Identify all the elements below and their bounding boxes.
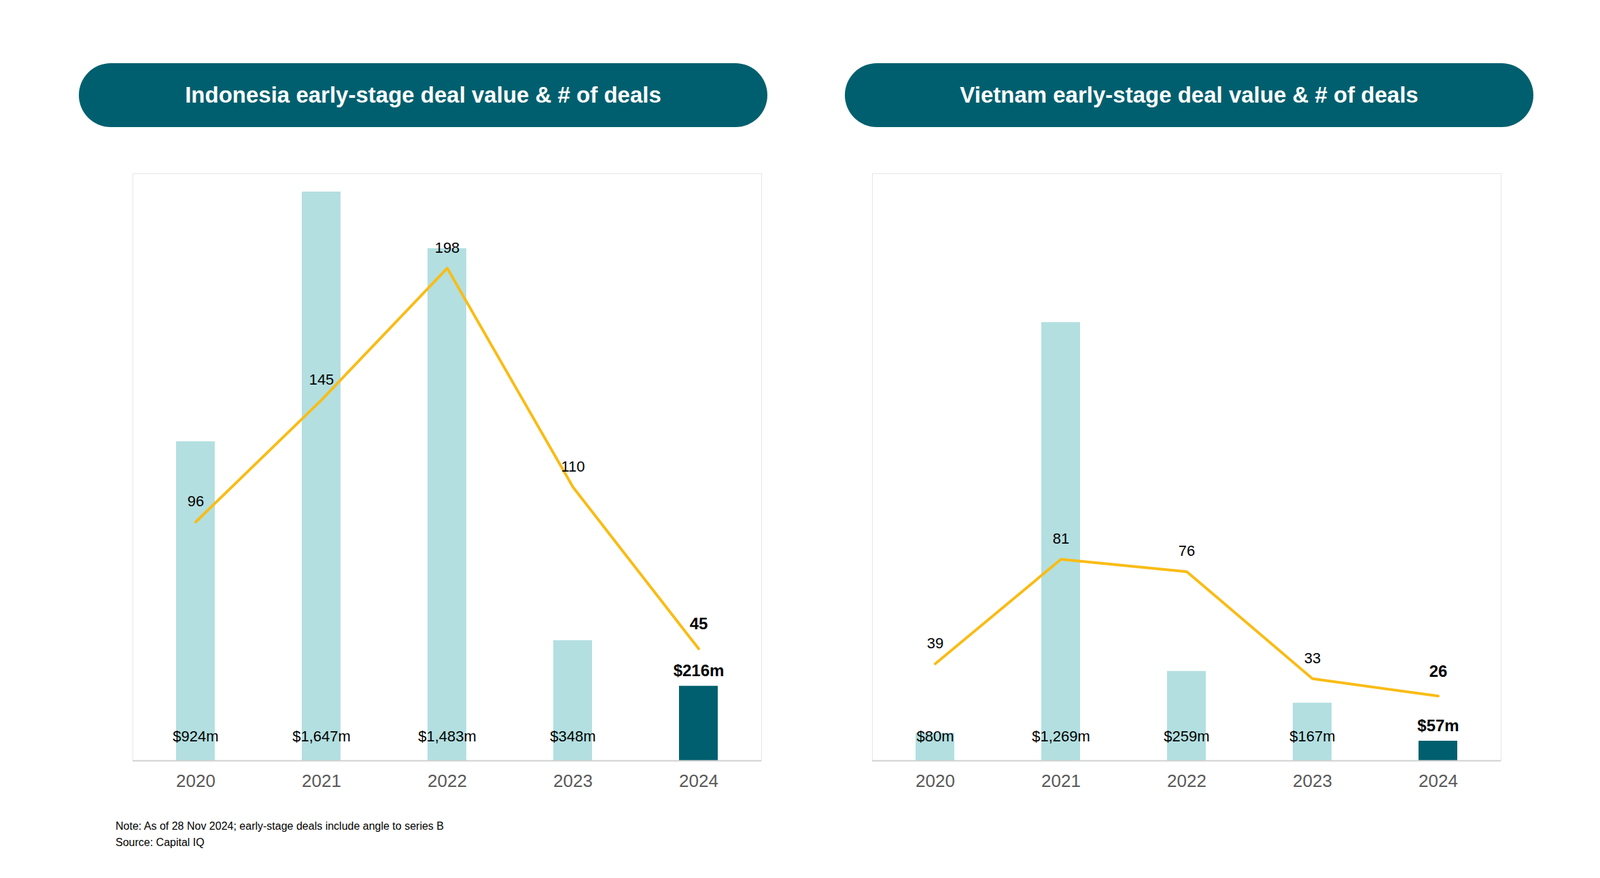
svg-text:2020: 2020: [176, 770, 216, 792]
svg-text:2022: 2022: [1167, 770, 1207, 792]
svg-text:145: 145: [309, 371, 335, 389]
svg-text:$80m: $80m: [916, 727, 954, 745]
html-text:Vietnam early-stage deal value: Vietnam early-stage deal value & # of de…: [959, 82, 1419, 108]
html-text:Source: Capital IQ: Source: Capital IQ: [115, 836, 205, 849]
svg-text:2021: 2021: [301, 770, 342, 792]
svg-text:2022: 2022: [427, 770, 467, 792]
html-text:Indonesia early-stage deal val: Indonesia early-stage deal value & # of …: [185, 82, 662, 108]
svg-text:$167m: $167m: [1289, 727, 1335, 745]
svg-text:26: 26: [1429, 662, 1448, 681]
svg-text:$1,269m: $1,269m: [1031, 727, 1091, 745]
html-text:Note: As of 28 Nov 2024; early: Note: As of 28 Nov 2024; early-stage dea…: [115, 820, 444, 832]
svg-text:198: 198: [435, 239, 461, 257]
svg-text:33: 33: [1304, 649, 1321, 667]
svg-text:45: 45: [689, 614, 709, 633]
svg-text:2021: 2021: [1041, 770, 1081, 792]
svg-text:$1,483m: $1,483m: [418, 727, 477, 745]
svg-text:$216m: $216m: [673, 661, 725, 680]
svg-text:$1,647m: $1,647m: [292, 727, 351, 745]
svg-text:2024: 2024: [1418, 770, 1458, 792]
svg-text:110: 110: [560, 458, 585, 476]
svg-text:76: 76: [1178, 542, 1195, 560]
svg-text:96: 96: [187, 492, 204, 510]
svg-text:81: 81: [1052, 530, 1070, 548]
svg-text:39: 39: [927, 634, 944, 652]
svg-text:2024: 2024: [679, 770, 719, 792]
svg-text:2020: 2020: [915, 770, 955, 792]
svg-text:$57m: $57m: [1417, 716, 1459, 735]
svg-text:2023: 2023: [1292, 770, 1333, 792]
svg-text:2023: 2023: [553, 770, 593, 792]
svg-text:$259m: $259m: [1163, 727, 1210, 745]
svg-text:$348m: $348m: [549, 727, 596, 745]
svg-text:$924m: $924m: [172, 727, 219, 745]
